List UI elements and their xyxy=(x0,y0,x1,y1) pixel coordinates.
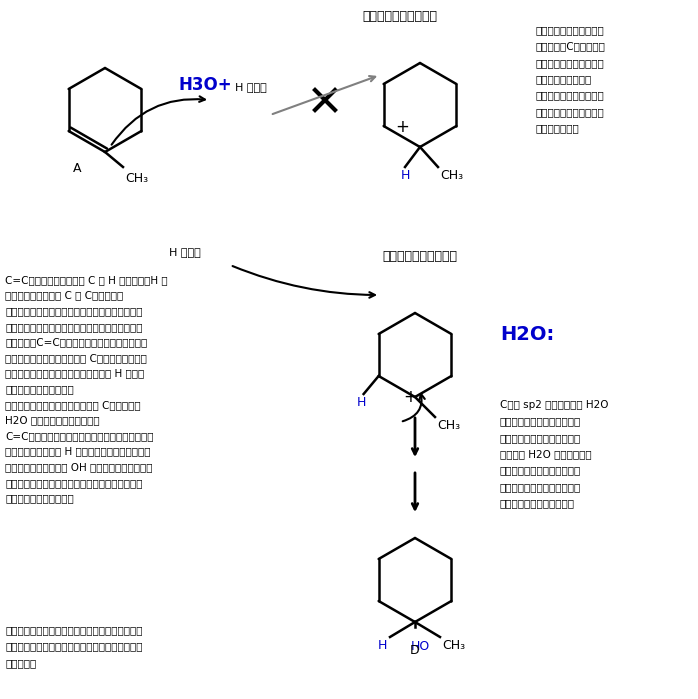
Text: H2O:: H2O: xyxy=(500,325,554,344)
Text: H: H xyxy=(401,169,410,182)
Text: H: H xyxy=(357,396,366,409)
Text: H が付加: H が付加 xyxy=(235,82,267,92)
Text: D: D xyxy=(410,644,419,657)
Text: CH₃: CH₃ xyxy=(440,169,463,182)
Text: H: H xyxy=(378,639,387,652)
Text: H3O+: H3O+ xyxy=(178,76,232,94)
Text: HO: HO xyxy=(410,640,430,653)
Text: C＋の sp2 平面に対して H2O
が上からまたは下からアクセ
ス。新たに不斉炭素が生じる
基質では H2O が上に付加し
たか下に付加したかで、立体
異性体: C＋の sp2 平面に対して H2O が上からまたは下からアクセ ス。新たに不斉… xyxy=(500,400,609,508)
Text: +: + xyxy=(395,118,409,136)
Text: カルボカチオンの安定性
について、C＋に置換す
るアルキル基の数が多い
ほど安定性が高い。
安定性が高いものから、
第３級＞第２級＞第１級
の序列である。: カルボカチオンの安定性 について、C＋に置換す るアルキル基の数が多い ほど安定… xyxy=(535,25,605,134)
Text: CH₃: CH₃ xyxy=(125,172,148,185)
Text: CH₃: CH₃ xyxy=(442,639,465,652)
Text: C=Cのうちのどちらかの C に H が付加し、H が
付加しなかった方の C が C＋となる。
この際、中間体としてより安定なカルボカチオン
を主に生成するよ: C=Cのうちのどちらかの C に H が付加し、H が 付加しなかった方の C … xyxy=(5,275,168,503)
Text: 第３級カルボカチオン: 第３級カルボカチオン xyxy=(383,250,457,263)
Text: CH₃: CH₃ xyxy=(437,419,460,432)
Text: H が付加: H が付加 xyxy=(169,247,201,257)
Text: +: + xyxy=(403,388,417,406)
Text: 第２級カルボカチオン: 第２級カルボカチオン xyxy=(362,10,438,23)
Text: A: A xyxy=(73,162,81,175)
Text: より安定なカルボカチオン中間体を経ることが、
主生成物がマルコフニコフ型となることにつなが
っている。: より安定なカルボカチオン中間体を経ることが、 主生成物がマルコフニコフ型となるこ… xyxy=(5,625,142,668)
